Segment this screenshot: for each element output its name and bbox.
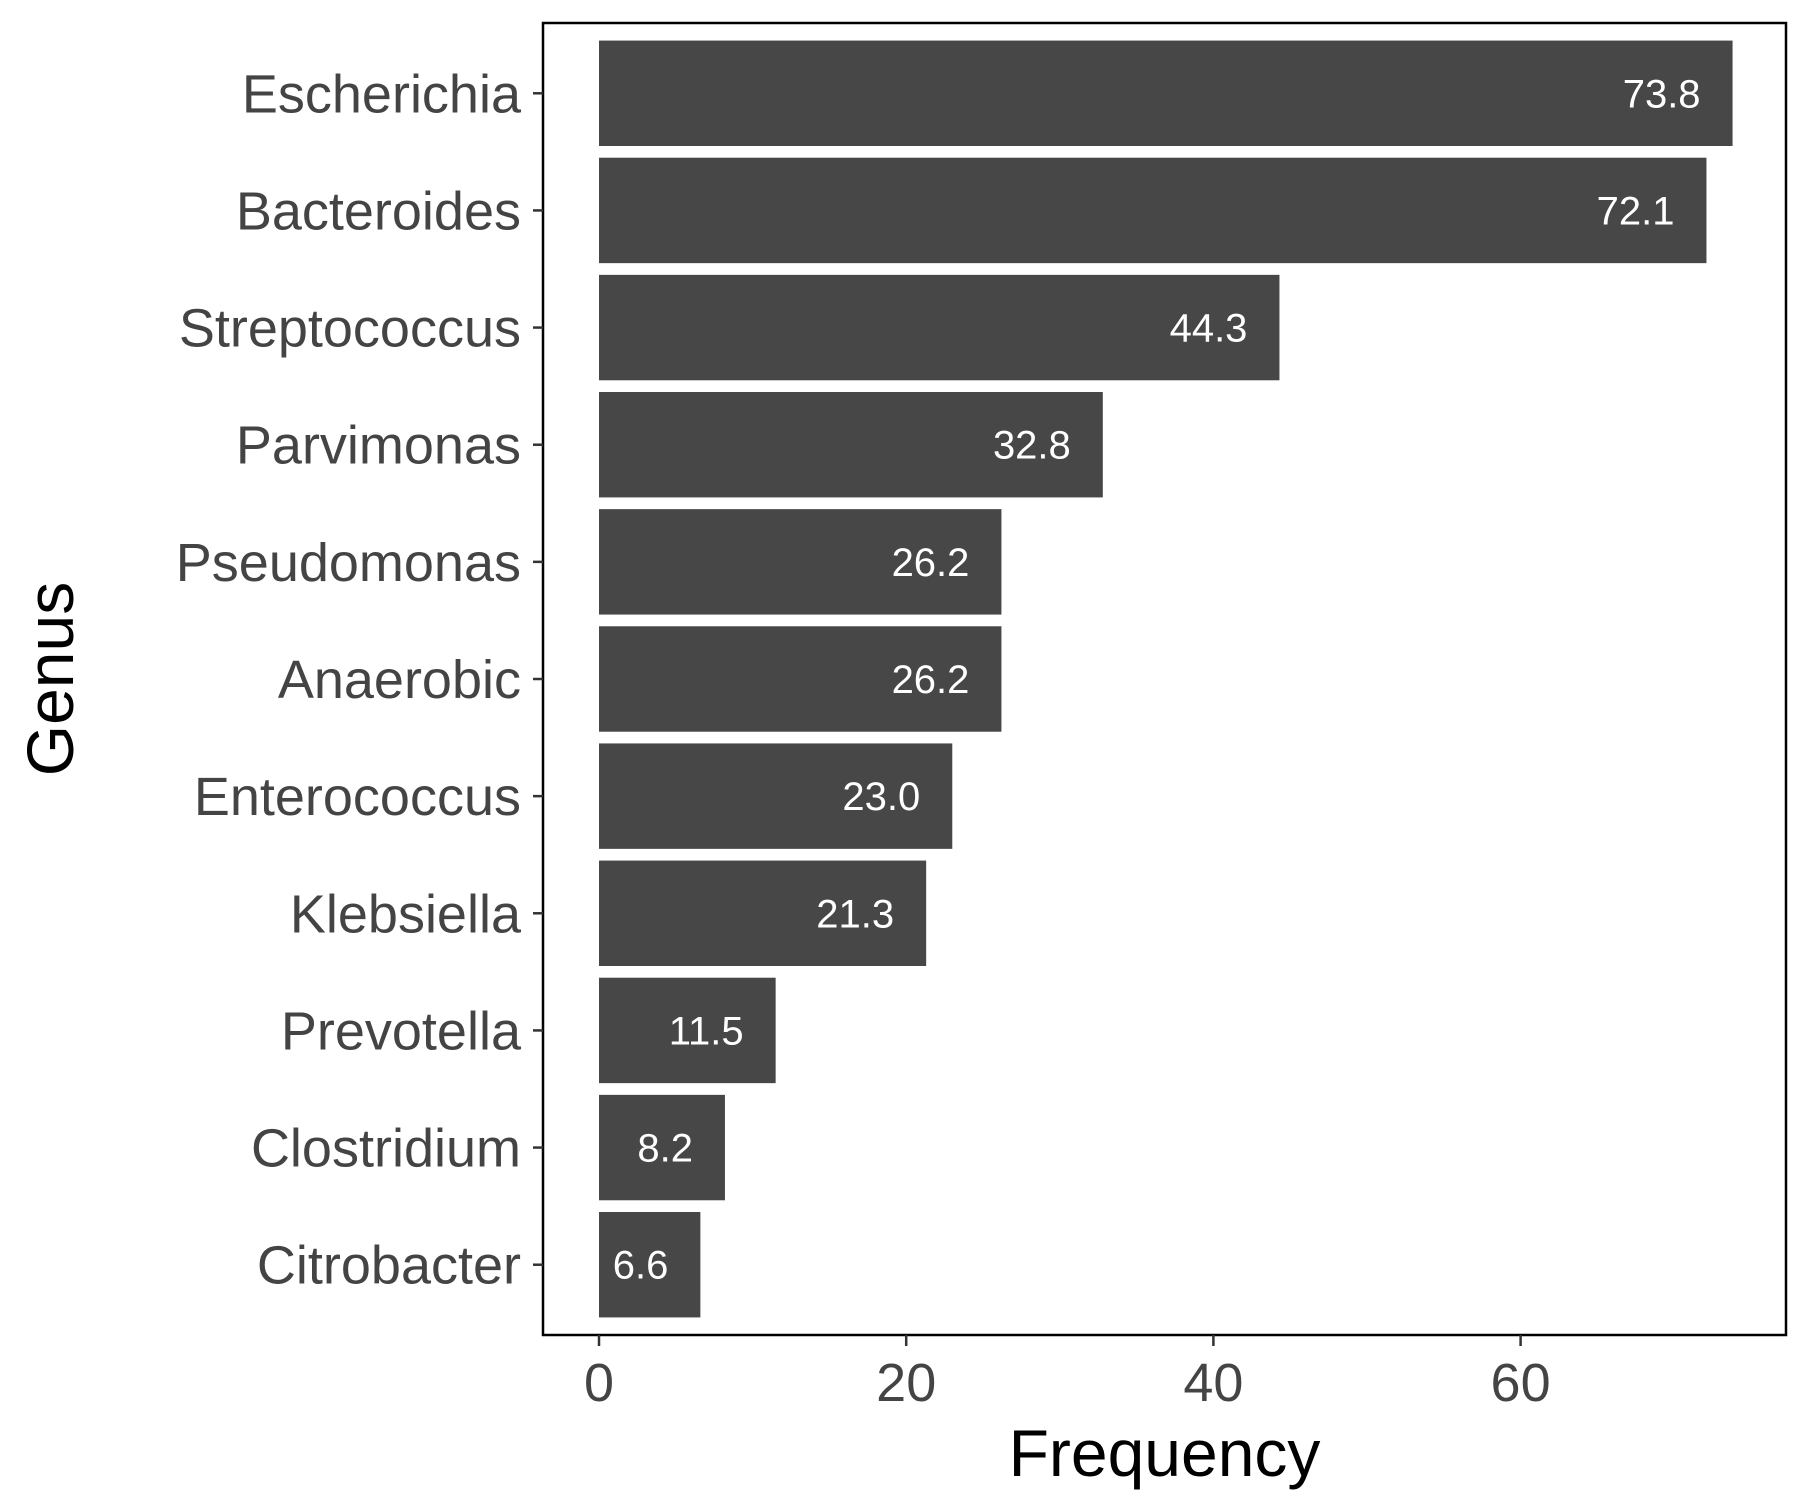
x-tick-label: 0 [584, 1353, 614, 1413]
bar-value-label: 73.8 [1623, 72, 1701, 116]
bar-labels-group: 73.8 72.1 44.3 32.8 26.2 26.2 23.0 21.3 11.5 8.2 6… [613, 72, 1701, 1287]
y-axis-title: Genus [13, 582, 87, 776]
y-tick-label: Clostridium [251, 1119, 521, 1179]
bars-group [599, 40, 1733, 1318]
x-axis: 0 20 40 60 [584, 1335, 1551, 1413]
bar-value-label: 26.2 [892, 658, 970, 702]
y-tick-label: Klebsiella [290, 884, 522, 944]
bar-value-label: 32.8 [993, 424, 1071, 468]
x-tick-label: 20 [876, 1353, 936, 1413]
y-tick-label: Pseudomonas [176, 533, 521, 593]
bar-pseudomonas [599, 509, 1002, 615]
bar-enterococcus [599, 743, 953, 849]
x-tick-label: 40 [1183, 1353, 1243, 1413]
bar-citrobacter [599, 1212, 701, 1318]
bar-value-label: 72.1 [1597, 189, 1675, 233]
bar-value-label: 21.3 [816, 892, 894, 936]
x-axis-title: Frequency [1009, 1416, 1321, 1490]
bar-value-label: 26.2 [892, 541, 970, 585]
bar-prevotella [599, 977, 776, 1084]
bar-value-label: 8.2 [637, 1127, 693, 1171]
bar-value-label: 6.6 [613, 1244, 669, 1288]
bar-value-label: 23.0 [842, 775, 920, 819]
bar-value-label: 44.3 [1170, 307, 1248, 351]
y-tick-label: Anaerobic [278, 650, 521, 710]
y-tick-label: Citrobacter [257, 1236, 521, 1296]
y-tick-label: Bacteroides [236, 181, 521, 241]
x-tick-label: 60 [1491, 1353, 1551, 1413]
bar-parvimonas [599, 392, 1103, 498]
bar-bacteroides [599, 157, 1707, 264]
bar-klebsiella [599, 860, 927, 966]
bar-streptococcus [599, 274, 1280, 381]
bar-value-label: 11.5 [669, 1009, 744, 1053]
bar-anaerobic [599, 626, 1002, 732]
y-tick-label: Parvimonas [236, 416, 521, 476]
y-tick-label: Enterococcus [194, 767, 521, 827]
y-tick-label: Streptococcus [179, 299, 521, 359]
bar-escherichia [599, 40, 1733, 147]
y-axis: Escherichia Bacteroides Streptococcus Parvi… [176, 64, 543, 1296]
y-tick-label: Prevotella [281, 1001, 522, 1061]
bar-clostridium [599, 1094, 725, 1201]
y-tick-label: Escherichia [242, 64, 522, 124]
